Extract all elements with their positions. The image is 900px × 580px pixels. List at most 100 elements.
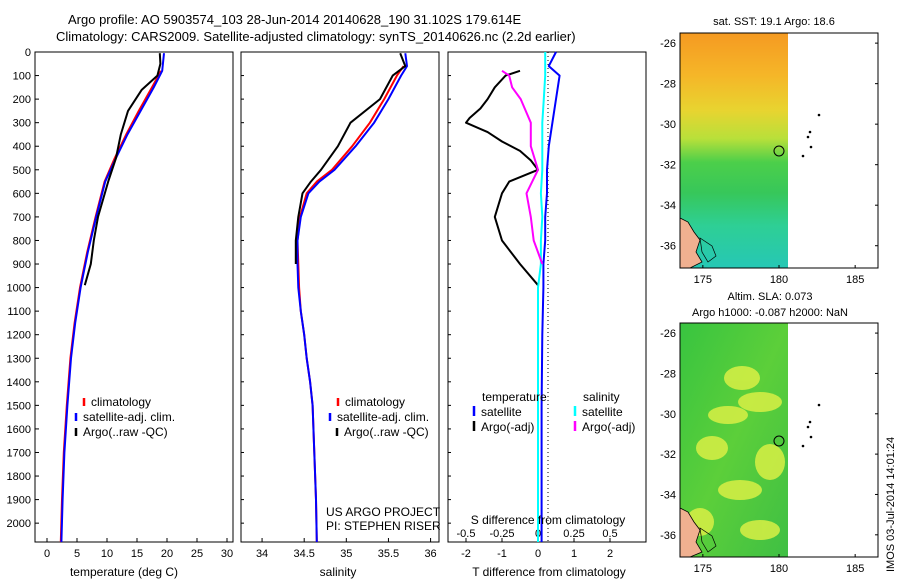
lat-tick-label: -34: [660, 489, 676, 501]
x-tick-label: 25: [191, 548, 203, 560]
difference-panel: -2 -1 0 1 2-0.5 -0.25 0 0.25 0.5 T difference fr…: [447, 51, 647, 579]
imos-timestamp: IMOS 03-Jul-2014 14:01:24: [885, 436, 897, 572]
s-difference-xlabel: S difference from climatology: [471, 513, 626, 527]
sla-map: Altim. SLA: 0.073 Argo h1000: -0.087 h20…: [660, 291, 879, 575]
lon-tick-label: 185: [846, 274, 864, 286]
depth-tick-label: 400: [13, 141, 31, 153]
legend-t-satellite: satellite: [481, 405, 522, 419]
series-s-argo-adj: [501, 69, 544, 265]
sla-map-title-2: Argo h1000: -0.087 h2000: NaN: [692, 307, 848, 319]
x-tick-label: 2: [607, 548, 613, 560]
x-tick-label: 0: [535, 548, 541, 560]
depth-tick-label: 900: [13, 259, 31, 271]
depth-tick-label: 1400: [7, 377, 31, 389]
x-tick-label: 5: [74, 548, 80, 560]
depth-tick-label: 600: [13, 188, 31, 200]
series-satellite-adj-clim: [296, 53, 408, 543]
legend-argo: Argo(..raw -QC): [344, 425, 429, 439]
depth-tick-label: 300: [13, 118, 31, 130]
lat-tick-label: -36: [660, 241, 676, 253]
series-climatology: [59, 70, 162, 543]
series-argo-raw-qc: [83, 53, 162, 286]
lat-tick-label: -36: [660, 530, 676, 542]
float-track: [801, 113, 821, 158]
climatology-title: Climatology: CARS2009. Satellite-adjuste…: [56, 29, 576, 44]
x-tick-label: -1: [497, 548, 507, 560]
x-tick-label: 34.5: [293, 548, 314, 560]
depth-tick-label: 1700: [7, 447, 31, 459]
t-difference-xlabel: T difference from climatology: [472, 565, 626, 579]
depth-tick-label: 200: [13, 94, 31, 106]
s-tick-label: 0.25: [563, 528, 584, 540]
lon-tick-label: 185: [846, 563, 864, 575]
depth-tick-label: 1200: [7, 330, 31, 342]
x-tick-label: 35: [340, 548, 352, 560]
salinity-x-axis: 34 34.5 35 35.5 36: [256, 538, 437, 560]
difference-legend: temperature salinity satellite Argo(-adj…: [472, 390, 635, 434]
legend-satellite: satellite-adj. clim.: [83, 410, 175, 424]
legend-climatology: climatology: [345, 395, 405, 409]
depth-axis: 0 100 200 300 400 500 600 700 800 900 1000 1100 1200…: [7, 47, 39, 530]
lon-tick-label: 175: [694, 274, 712, 286]
x-tick-label: 35.5: [378, 548, 399, 560]
s-tick-label: -0.5: [457, 528, 476, 540]
x-tick-label: 36: [424, 548, 436, 560]
legend-t-argo: Argo(-adj): [481, 420, 534, 434]
difference-lines: [465, 51, 561, 542]
legend-s-argo: Argo(-adj): [582, 420, 635, 434]
s-tick-label: 0.5: [602, 528, 617, 540]
x-tick-label: 1: [571, 548, 577, 560]
legend-temperature-header: temperature: [482, 390, 547, 404]
lat-tick-label: -26: [660, 328, 676, 340]
lat-tick-label: -28: [660, 79, 676, 91]
sst-field: [680, 33, 788, 268]
legend-climatology: climatology: [91, 395, 151, 409]
salinity-xlabel: salinity: [320, 565, 357, 579]
series-climatology: [296, 65, 405, 543]
project-line-2: PI: STEPHEN RISER: [326, 519, 441, 533]
project-line-1: US ARGO PROJECT: [326, 505, 441, 519]
lon-tick-label: 180: [770, 274, 788, 286]
x-tick-label: 0: [44, 548, 50, 560]
sla-high-features: [686, 366, 785, 540]
bathymetry-contour: [699, 527, 717, 553]
legend-s-satellite: satellite: [582, 405, 623, 419]
temperature-legend: climatology satellite-adj. clim. Argo(..…: [74, 395, 175, 439]
argo-float-marker: [773, 145, 785, 157]
lat-tick-label: -32: [660, 160, 676, 172]
salinity-axes-frame: [240, 51, 440, 543]
lon-tick-label: 180: [770, 563, 788, 575]
profile-title: Argo profile: AO 5903574_103 28-Jun-2014…: [68, 12, 522, 27]
temperature-axes-frame: [34, 51, 234, 543]
salinity-y-ticks: [241, 51, 244, 524]
x-tick-label: 30: [221, 548, 233, 560]
series-satellite-adj-clim: [60, 53, 165, 543]
depth-tick-label: 0: [25, 47, 31, 59]
lat-tick-label: -32: [660, 449, 676, 461]
depth-tick-label: 1500: [7, 400, 31, 412]
depth-tick-label: 500: [13, 165, 31, 177]
depth-tick-label: 1600: [7, 424, 31, 436]
depth-tick-label: 700: [13, 212, 31, 224]
difference-x-axis: -2 -1 0 1 2-0.5 -0.25 0 0.25 0.5: [457, 528, 618, 560]
salinity-panel: 34 34.5 35 35.5 36 salinity climatology sate…: [240, 51, 441, 579]
argo-float-marker: [773, 435, 785, 447]
series-t-argo-adj: [465, 69, 539, 286]
depth-tick-label: 1000: [7, 283, 31, 295]
sst-map-title: sat. SST: 19.1 Argo: 18.6: [713, 16, 835, 28]
bathymetry-contour: [699, 237, 717, 263]
s-tick-label: -0.25: [489, 528, 514, 540]
salinity-legend: climatology satellite-adj. clim. Argo(..…: [328, 395, 429, 439]
lat-tick-label: -30: [660, 409, 676, 421]
depth-tick-label: 1800: [7, 471, 31, 483]
legend-argo: Argo(..raw -QC): [83, 425, 168, 439]
x-tick-label: 15: [131, 548, 143, 560]
depth-tick-label: 1300: [7, 353, 31, 365]
sst-map-axes: 175 180 185 -26 -28 -30 -32 -34 -36: [660, 38, 878, 286]
salinity-lines: [294, 52, 408, 543]
lat-tick-label: -34: [660, 200, 676, 212]
sst-map: sat. SST: 19.1 Argo: 18.6: [660, 16, 879, 286]
depth-tick-label: 1100: [7, 306, 31, 318]
legend-salinity-header: salinity: [583, 390, 620, 404]
